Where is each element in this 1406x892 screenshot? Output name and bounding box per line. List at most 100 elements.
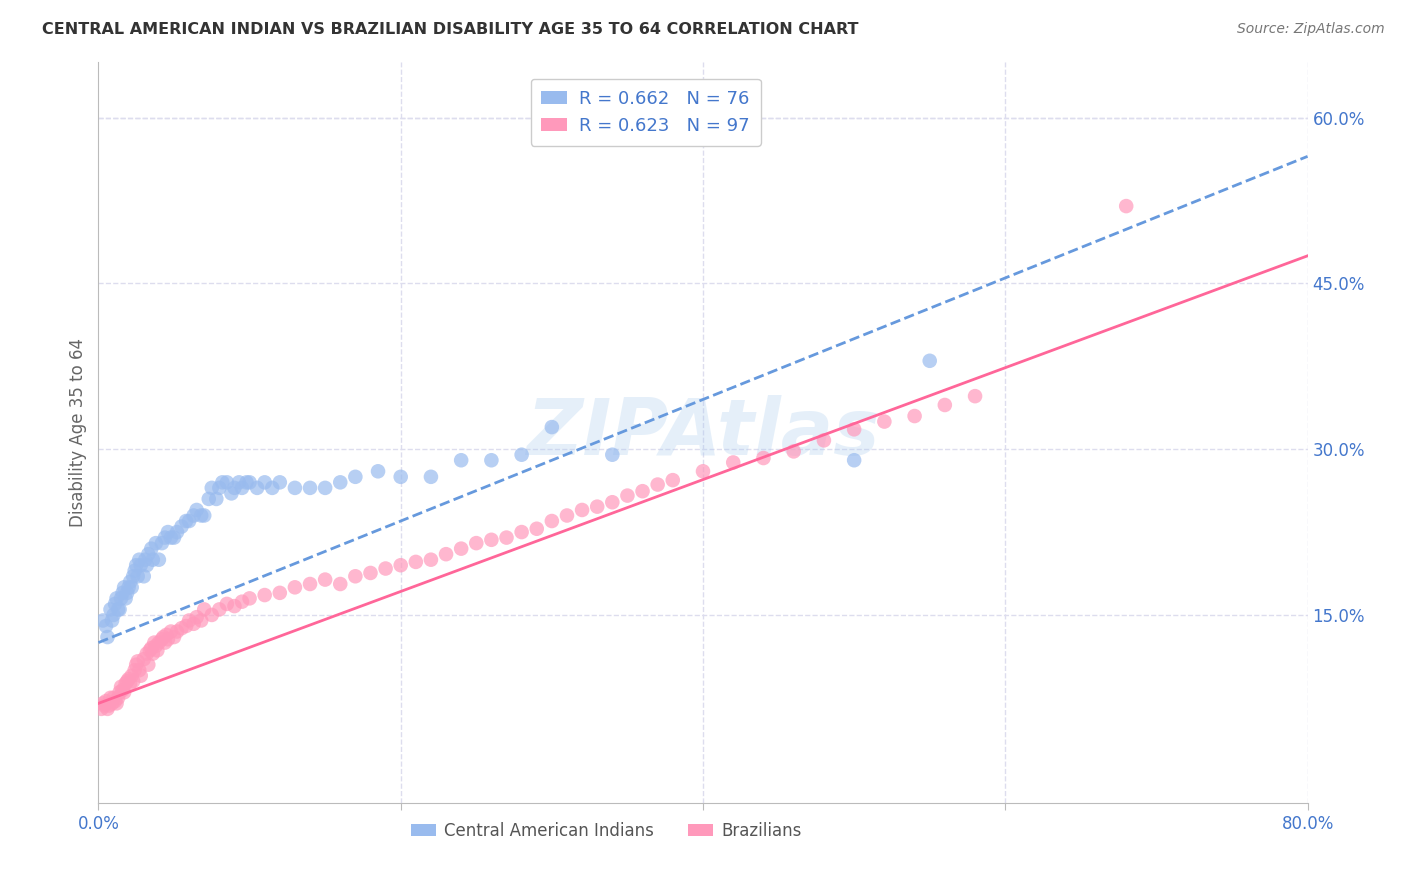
Point [465, 536, 488, 550]
Point [205, 491, 228, 506]
Point [90, 702, 112, 716]
Point [647, 477, 669, 491]
Point [389, 558, 412, 573]
Point [174, 619, 197, 633]
Point [121, 580, 143, 594]
Point [201, 607, 224, 622]
Point [134, 552, 156, 566]
Point [692, 464, 714, 478]
Point [239, 475, 262, 490]
Text: Source: ZipAtlas.com: Source: ZipAtlas.com [1237, 22, 1385, 37]
Point [139, 643, 162, 657]
Point [253, 588, 276, 602]
Point [128, 552, 150, 566]
Point [152, 630, 174, 644]
Point [262, 481, 284, 495]
Point [128, 663, 150, 677]
Point [540, 514, 562, 528]
Point [190, 508, 212, 523]
Point [136, 657, 159, 672]
Point [114, 591, 136, 606]
Point [631, 484, 654, 499]
Point [110, 591, 132, 606]
Point [118, 580, 141, 594]
Point [269, 475, 291, 490]
Point [118, 672, 141, 686]
Point [510, 448, 533, 462]
Point [148, 552, 170, 566]
Point [723, 455, 745, 469]
Point [495, 531, 517, 545]
Point [110, 680, 132, 694]
Point [965, 389, 987, 403]
Point [166, 524, 188, 539]
Point [215, 475, 238, 490]
Point [156, 524, 179, 539]
Point [155, 628, 177, 642]
Point [918, 353, 941, 368]
Point [112, 580, 135, 594]
Point [163, 531, 186, 545]
Point [228, 475, 250, 490]
Point [127, 569, 149, 583]
Point [269, 586, 291, 600]
Point [125, 657, 148, 672]
Point [108, 602, 131, 616]
Point [136, 547, 159, 561]
Point [125, 558, 148, 573]
Point [183, 508, 205, 523]
Point [602, 495, 624, 509]
Point [111, 683, 134, 698]
Point [112, 685, 135, 699]
Point [329, 475, 352, 490]
Point [450, 541, 472, 556]
Point [253, 475, 276, 490]
Point [105, 697, 128, 711]
Point [170, 621, 193, 635]
Point [153, 635, 176, 649]
Point [405, 555, 427, 569]
Point [150, 632, 173, 647]
Point [174, 514, 197, 528]
Point [616, 489, 638, 503]
Point [132, 652, 155, 666]
Point [100, 690, 122, 705]
Point [105, 591, 128, 606]
Point [129, 558, 152, 573]
Point [540, 420, 562, 434]
Point [450, 453, 472, 467]
Point [98, 698, 121, 713]
Point [160, 531, 183, 545]
Point [91, 614, 114, 628]
Point [752, 450, 775, 465]
Point [299, 481, 322, 495]
Point [146, 643, 169, 657]
Point [661, 473, 683, 487]
Point [526, 522, 548, 536]
Point [93, 698, 115, 713]
Point [224, 599, 246, 613]
Point [100, 602, 122, 616]
Point [934, 398, 956, 412]
Point [150, 536, 173, 550]
Point [124, 663, 146, 677]
Point [215, 597, 238, 611]
Point [434, 547, 457, 561]
Point [1115, 199, 1137, 213]
Point [145, 536, 167, 550]
Point [246, 481, 269, 495]
Point [235, 475, 257, 490]
Point [197, 491, 219, 506]
Point [94, 694, 117, 708]
Point [179, 514, 201, 528]
Point [186, 610, 208, 624]
Point [91, 697, 114, 711]
Point [284, 481, 307, 495]
Point [190, 614, 212, 628]
Point [344, 569, 367, 583]
Point [231, 481, 253, 495]
Y-axis label: Disability Age 35 to 64: Disability Age 35 to 64 [69, 338, 87, 527]
Point [389, 470, 412, 484]
Point [183, 616, 205, 631]
Point [193, 602, 215, 616]
